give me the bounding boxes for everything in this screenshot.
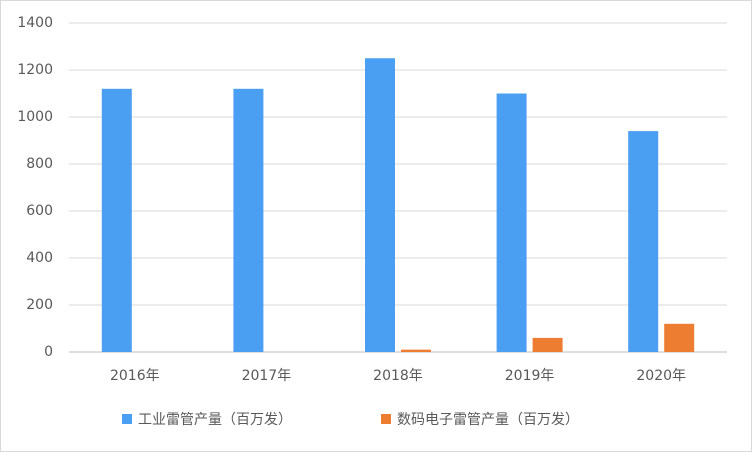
x-tick-label: 2017年 bbox=[242, 368, 292, 384]
x-tick-label: 2016年 bbox=[110, 368, 160, 384]
legend-swatch bbox=[381, 414, 391, 424]
y-tick-label: 400 bbox=[26, 250, 53, 266]
bar bbox=[628, 131, 659, 352]
y-tick-label: 1400 bbox=[17, 15, 53, 31]
bar bbox=[496, 93, 527, 352]
y-tick-label: 1000 bbox=[17, 109, 53, 125]
y-tick-label: 800 bbox=[26, 156, 53, 172]
y-tick-label: 600 bbox=[26, 203, 53, 219]
x-tick-label: 2019年 bbox=[505, 368, 555, 384]
bar bbox=[233, 88, 264, 353]
bar bbox=[365, 58, 395, 352]
bar bbox=[532, 337, 563, 352]
y-tick-label: 1200 bbox=[17, 62, 53, 78]
legend-swatch bbox=[122, 414, 132, 424]
y-tick-label: 200 bbox=[26, 297, 53, 313]
legend-label: 工业雷管产量（百万发） bbox=[138, 412, 292, 428]
bar bbox=[101, 88, 132, 353]
legend-label: 数码电子雷管产量（百万发） bbox=[397, 412, 579, 428]
y-tick-label: 0 bbox=[44, 344, 53, 360]
x-tick-label: 2020年 bbox=[636, 368, 686, 384]
bar bbox=[664, 323, 695, 352]
bar bbox=[401, 349, 431, 352]
x-tick-label: 2018年 bbox=[373, 368, 423, 384]
